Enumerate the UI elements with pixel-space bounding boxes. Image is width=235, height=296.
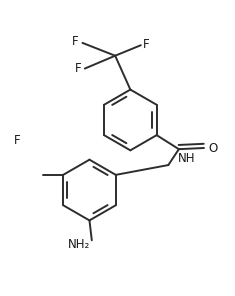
Text: NH₂: NH₂ (68, 238, 90, 251)
Text: F: F (75, 62, 81, 75)
Text: F: F (72, 35, 79, 48)
Text: F: F (14, 134, 20, 147)
Text: NH: NH (178, 152, 196, 165)
Text: O: O (209, 141, 218, 155)
Text: F: F (143, 38, 150, 51)
